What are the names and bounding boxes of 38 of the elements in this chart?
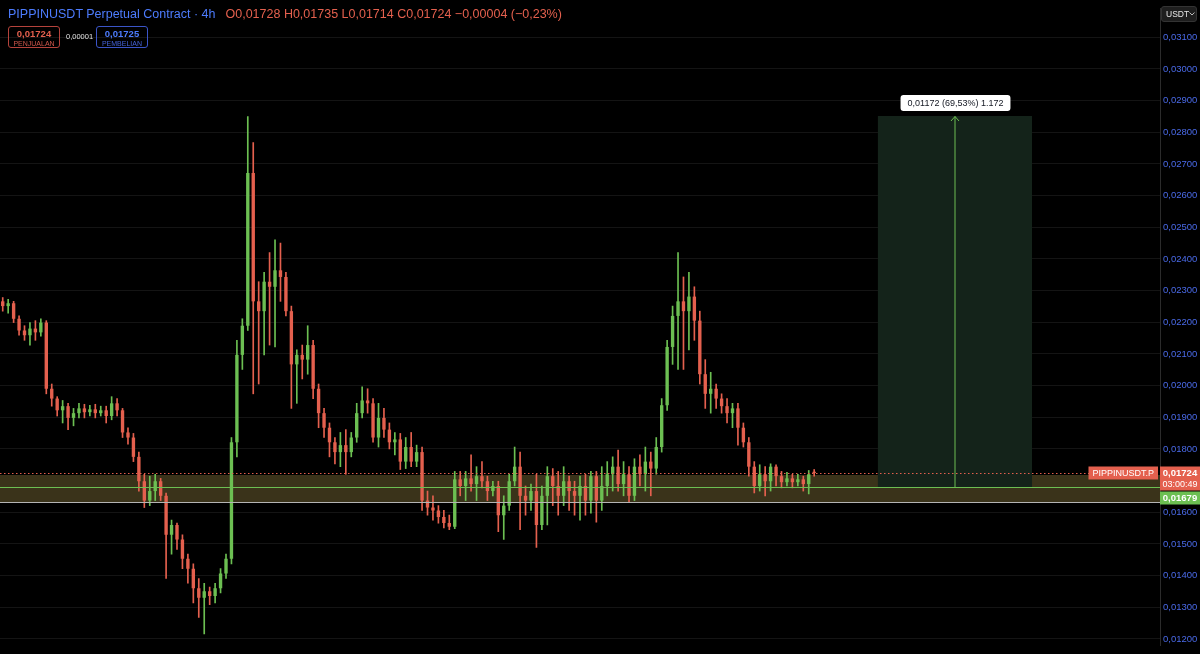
y-tick-label: 0,02800	[1163, 125, 1198, 137]
y-tick-label: 0,01600	[1163, 505, 1198, 517]
y-tick-label: 0,01300	[1163, 600, 1198, 612]
y-tick-label: 0,01400	[1163, 569, 1198, 581]
candlestick	[676, 252, 680, 370]
candlestick	[273, 239, 277, 348]
chart-title: PIPPINUSDT Perpetual Contract · 4h	[8, 7, 216, 21]
ref-line-label: 0,01679	[1162, 492, 1198, 504]
y-tick-label: 0,02300	[1163, 284, 1198, 296]
chart-subtitle: O0,01728 H0,01735 L0,01714 C0,01724 −0,00004 (−0,23%)	[225, 7, 562, 21]
y-tick-label: 0,02900	[1163, 94, 1198, 106]
text: 03:00:49	[1162, 478, 1198, 489]
y-tick-label: 0,02100	[1163, 347, 1198, 359]
candlestick	[197, 578, 201, 618]
y-tick-label: 0,02000	[1163, 379, 1198, 391]
annotation: 0,01725	[103, 28, 141, 39]
ref-line-label: 0,01724	[1162, 467, 1198, 479]
y-tick-label: 0,03000	[1163, 62, 1198, 74]
y-tick-label: 0,01200	[1163, 632, 1198, 644]
y-tick-label: 0,01500	[1163, 537, 1198, 549]
y-tick-label: 0,01900	[1163, 410, 1198, 422]
candlestick	[6, 299, 10, 314]
y-tick-label: 0,02700	[1163, 157, 1198, 169]
candlestick	[300, 344, 304, 380]
y-tick-label: 0,02400	[1163, 252, 1198, 264]
candlestick	[202, 582, 206, 635]
annotation: 0,01724	[15, 28, 53, 39]
y-tick-label: 0,02500	[1163, 220, 1198, 232]
candlestick	[257, 281, 261, 385]
y-tick-label: 0,02200	[1163, 315, 1198, 327]
band-label: 0,01172 (69,53%) 1.172	[907, 98, 1004, 109]
candlestick	[393, 432, 397, 456]
candlestick	[687, 271, 691, 351]
y-tick-label: 0,03100	[1163, 30, 1198, 42]
y-tick-label: 0,01800	[1163, 442, 1198, 454]
currency-select: USDT	[1161, 6, 1197, 22]
y-tick-label: 0,02600	[1163, 189, 1198, 201]
annotation: PIPPINUSDT.P	[1092, 467, 1154, 478]
